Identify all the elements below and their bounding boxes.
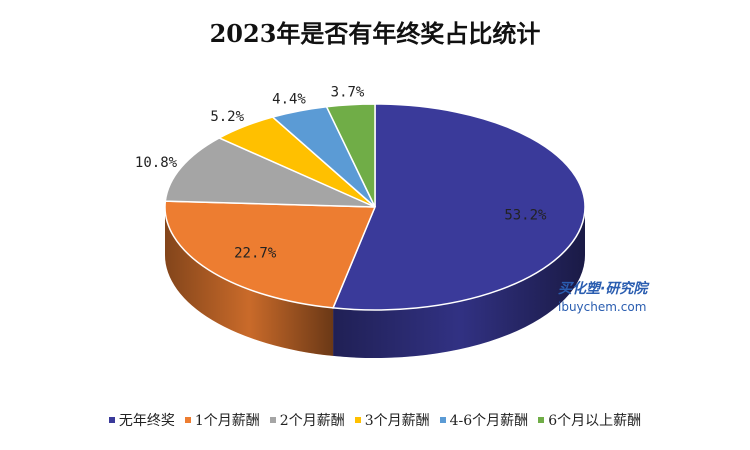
legend-item-0: 无年终奖 [108, 410, 175, 430]
data-label-4: 4.4% [272, 92, 306, 108]
data-label-0: 53.2% [504, 207, 547, 223]
chart-title: 2023年是否有年终奖占比统计 [209, 19, 541, 48]
pie-slice-2 [164, 137, 376, 208]
legend-item-3: 3个月薪酬 [354, 410, 430, 430]
legend-item-1: 1个月薪酬 [184, 410, 260, 430]
legend-label-5: 6个月以上薪酬 [548, 413, 642, 429]
legend-swatch-3 [354, 417, 361, 423]
legend-swatch-2 [269, 417, 276, 423]
data-label-5: 3.7% [331, 84, 365, 100]
legend-label-3: 3个月薪酬 [364, 413, 430, 429]
legend-label-2: 2个月薪酬 [279, 413, 345, 429]
legend-swatch-4 [439, 417, 446, 423]
legend-item-2: 2个月薪酬 [269, 410, 345, 430]
watermark-brand: 买化塑·研究院 [558, 281, 648, 297]
pie-side-0 [333, 207, 585, 359]
pie-slice-5 [325, 103, 376, 208]
legend-item-5: 6个月以上薪酬 [538, 410, 641, 430]
data-label-2: 10.8% [135, 155, 178, 171]
watermark-url: ibuychem.com [558, 300, 647, 314]
legend-swatch-0 [108, 417, 115, 423]
chart-legend: 无年终奖 1个月薪酬 2个月薪酬 3个月薪酬 4-6个月薪酬 6个月以上薪酬 [0, 410, 750, 430]
legend-label-0: 无年终奖 [118, 413, 175, 429]
data-label-1: 22.7% [234, 245, 277, 261]
pie-slice-0 [331, 103, 586, 311]
legend-item-4: 4-6个月薪酬 [439, 410, 529, 430]
legend-label-4: 4-6个月薪酬 [449, 413, 529, 429]
legend-swatch-1 [184, 417, 191, 423]
pie-slice-1 [164, 200, 377, 309]
legend-label-1: 1个月薪酬 [194, 413, 260, 429]
watermark-logo: 买化塑·研究院 ibuychem.com [558, 278, 647, 314]
legend-swatch-5 [538, 417, 545, 423]
data-label-3: 5.2% [210, 109, 244, 125]
pie-side-1 [165, 207, 334, 356]
